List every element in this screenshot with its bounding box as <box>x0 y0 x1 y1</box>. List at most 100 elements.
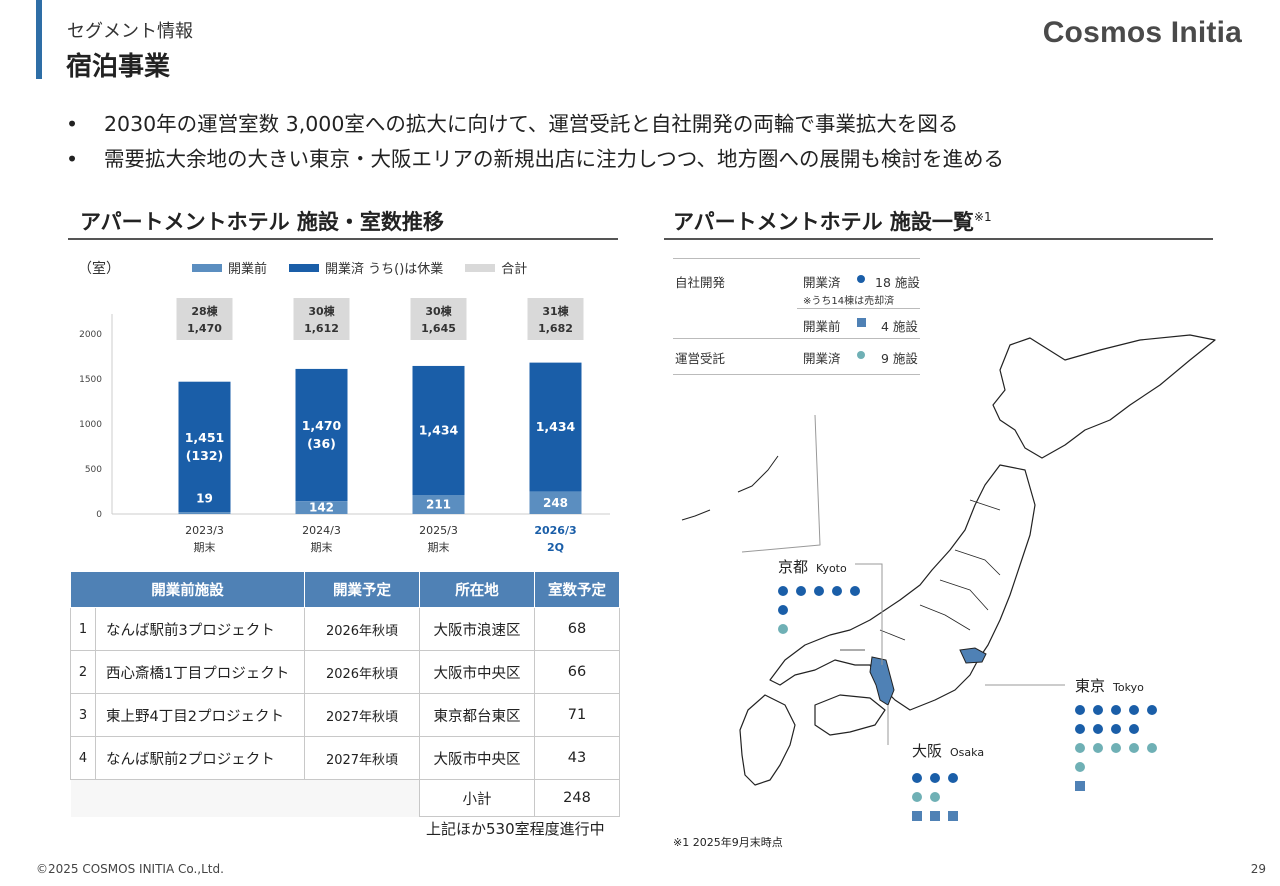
facility-name: 西心斎橋1丁目プロジェクト <box>95 650 305 694</box>
pipeline-note: 上記ほか530室程度進行中 <box>426 820 605 838</box>
own-pre-square-icon <box>912 811 922 821</box>
own-open-note: ※うち14棟は売却済 <box>803 296 895 307</box>
bar-open-value-label: 1,451 <box>185 430 225 445</box>
bullet-mark: • <box>66 112 79 136</box>
own-pre-square-icon <box>857 318 866 327</box>
total-buildings-label: 30棟 <box>425 304 452 318</box>
osaka-label: 大阪 Osaka <box>912 740 984 761</box>
tokyo-label: 東京 Tokyo <box>1075 675 1144 696</box>
tokyo-romaji: Tokyo <box>1113 681 1144 694</box>
y-tick-label: 2000 <box>79 330 102 340</box>
own-open-dot-icon <box>1129 724 1139 734</box>
chart-section-title: アパートメントホテル 施設・室数推移 <box>80 210 444 234</box>
dot-row <box>778 581 878 600</box>
x-tick-label: 期末 <box>194 540 216 554</box>
x-tick-label: 2023/3 <box>185 524 224 537</box>
total-box <box>176 298 233 340</box>
dot-row <box>1075 700 1175 719</box>
table-row: 1 なんば駅前3プロジェクト 2026年秋頃 大阪市浪速区 68 <box>70 607 620 651</box>
subtotal-row: 小計 248 <box>70 779 620 817</box>
planned-rooms: 66 <box>534 650 620 694</box>
own-open-dot-icon <box>1111 705 1121 715</box>
bullet-text: 需要拡大余地の大きい東京・大阪エリアの新規出店に注力しつつ、地方圏への展開も検討… <box>104 147 1004 171</box>
own-open-dot-icon <box>778 586 788 596</box>
legend-divider <box>673 374 920 375</box>
own-open-dot-icon <box>948 773 958 783</box>
total-rooms-label: 1,645 <box>421 322 456 335</box>
okinawa-islands <box>681 455 779 521</box>
legend-divider <box>797 308 920 309</box>
legend-label: 開業済 うち()は休業 <box>325 262 444 277</box>
prefecture-borders <box>840 499 1001 651</box>
opening-date: 2027年秋頃 <box>304 693 420 737</box>
tokyo-facility-dots <box>1075 700 1175 795</box>
page-title: 宿泊事業 <box>66 52 171 82</box>
dot-row <box>1075 738 1175 757</box>
own-open-count: 18 施設 <box>875 275 920 290</box>
row-number: 1 <box>70 607 96 651</box>
own-open-dot-icon <box>850 586 860 596</box>
bullet-mark: • <box>66 147 79 171</box>
dot-row <box>1075 719 1175 738</box>
managed-dot-icon <box>778 624 788 634</box>
own-open-dot-icon <box>1075 724 1085 734</box>
chart-legend: 開業前 開業済 うち()は休業 合計 <box>192 258 549 277</box>
bullet-item: • 2030年の運営室数 3,000室への拡大に向けて、運営受託と自社開発の両輪で… <box>66 107 1004 142</box>
opening-date: 2027年秋頃 <box>304 736 420 780</box>
own-open-dot-icon <box>1075 705 1085 715</box>
subtotal-value: 248 <box>534 779 620 817</box>
planned-rooms: 68 <box>534 607 620 651</box>
own-pre-square-icon <box>1075 781 1085 791</box>
kyushu-outline <box>739 694 796 786</box>
dot-row <box>778 600 878 619</box>
table-header: 開業前施設 <box>70 571 305 608</box>
bullet-list: • 2030年の運営室数 3,000室への拡大に向けて、運営受託と自社開発の両輪で… <box>66 107 1004 177</box>
total-buildings-label: 31棟 <box>542 304 569 318</box>
bar-open <box>295 368 348 502</box>
own-pre-square-icon <box>930 811 940 821</box>
chart-section-underline <box>68 238 618 240</box>
table-row: 3 東上野4丁目2プロジェクト 2027年秋頃 東京都台東区 71 <box>70 693 620 737</box>
copyright: ©2025 COSMOS INITIA Co.,Ltd. <box>36 862 224 876</box>
bar-pre-value-label: 211 <box>426 498 451 512</box>
own-open-dot-icon <box>1093 705 1103 715</box>
x-tick-label: 2025/3 <box>419 524 458 537</box>
hokkaido-outline <box>992 334 1216 459</box>
facility-location: 東京都台東区 <box>419 693 535 737</box>
own-open-dot-icon <box>912 773 922 783</box>
y-tick-label: 1000 <box>79 420 102 430</box>
page-number: 29 <box>1250 862 1266 876</box>
shikoku-outline <box>814 694 886 736</box>
managed-dot-icon <box>1093 743 1103 753</box>
dot-row <box>1075 776 1175 795</box>
legend-divider <box>673 338 920 339</box>
own-open-dot-icon <box>1111 724 1121 734</box>
managed-dot-icon <box>1111 743 1121 753</box>
company-logo: Cosmos Initia <box>1042 16 1242 49</box>
managed-dot-icon <box>1129 743 1139 753</box>
row-number: 4 <box>70 736 96 780</box>
total-box <box>527 298 584 340</box>
tokyo-name: 東京 <box>1075 677 1106 695</box>
bar-open-value-label: 1,470 <box>302 418 342 433</box>
own-dev-label: 自社開発 <box>675 275 726 290</box>
map-section-title-text: アパートメントホテル 施設一覧 <box>673 210 974 234</box>
own-pre-label: 開業前 <box>803 319 841 334</box>
x-tick-label: 期末 <box>428 540 450 554</box>
bar-pre <box>295 501 348 514</box>
bullet-text: 2030年の運営室数 3,000室への拡大に向けて、運営受託と自社開発の両輪で事… <box>104 112 959 136</box>
bar-open-value-label: (132) <box>186 448 224 463</box>
own-pre-square-icon <box>948 811 958 821</box>
dot-row <box>778 619 878 638</box>
bar-open-value-label: 1,434 <box>419 422 459 437</box>
own-open-dot-icon <box>1129 705 1139 715</box>
table-row: 2 西心斎橋1丁目プロジェクト 2026年秋頃 大阪市中央区 66 <box>70 650 620 694</box>
total-buildings-label: 28棟 <box>191 304 218 318</box>
table-header: 所在地 <box>419 571 535 608</box>
map-section-title: アパートメントホテル 施設一覧※1 <box>673 206 992 236</box>
x-tick-label: 2024/3 <box>302 524 341 537</box>
bar-open-value-label: (36) <box>307 436 336 451</box>
total-box <box>410 298 467 340</box>
managed-dot-icon <box>1075 743 1085 753</box>
bar-pre-value-label: 248 <box>543 496 568 510</box>
